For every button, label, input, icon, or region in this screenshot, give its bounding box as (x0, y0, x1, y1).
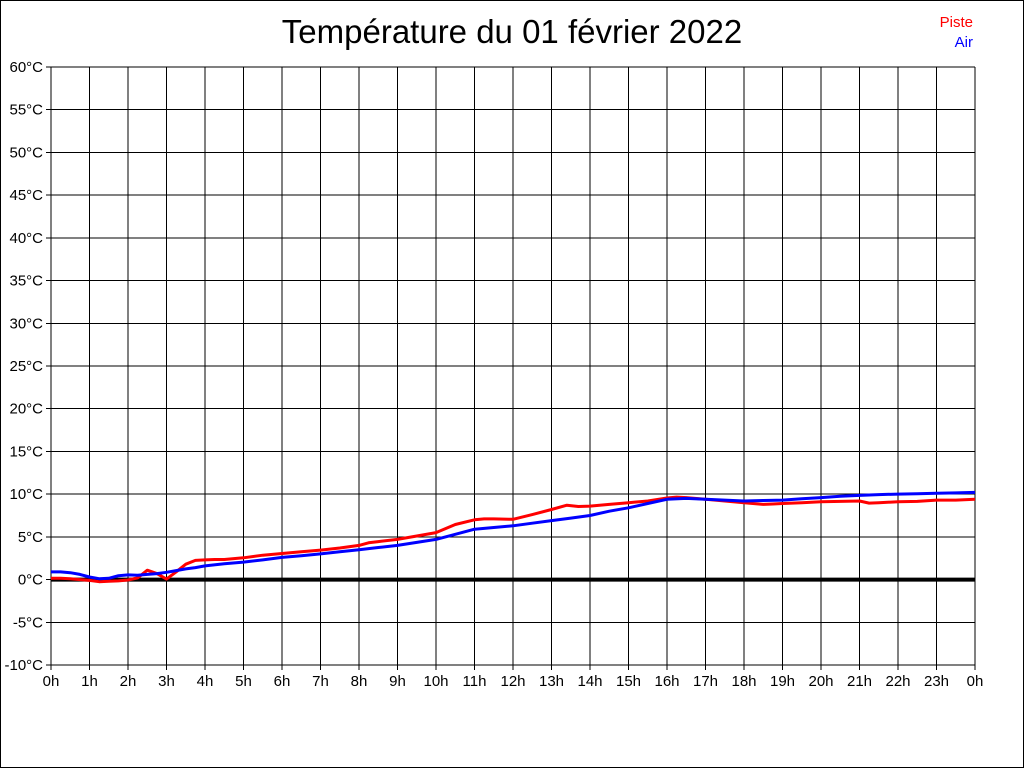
x-tick-label: 17h (693, 673, 718, 690)
y-tick-label: 0°C (18, 572, 43, 589)
x-tick-label: 20h (808, 673, 833, 690)
series-line-air (51, 490, 976, 581)
x-tick-label: 16h (654, 673, 679, 690)
y-tick-label: 55°C (9, 102, 43, 119)
x-tick-label: 1h (81, 673, 98, 690)
legend: Piste Air (940, 13, 973, 53)
y-tick-label: 50°C (9, 144, 43, 161)
y-tick-label: 40°C (9, 230, 43, 247)
legend-item-piste: Piste (939, 14, 973, 31)
x-tick-label: 22h (885, 673, 910, 690)
x-tick-label: 5h (235, 673, 252, 690)
x-tick-label: 14h (577, 673, 602, 690)
y-tick-label: 35°C (9, 273, 43, 290)
x-tick-label: 13h (539, 673, 564, 690)
x-tick-label: 3h (158, 673, 175, 690)
x-tick-label: 12h (500, 673, 525, 690)
y-tick-label: 30°C (9, 315, 43, 332)
x-tick-label: 11h (463, 673, 487, 690)
x-tick-label: 21h (847, 673, 872, 690)
chart-title: Température du 01 février 2022 (281, 13, 743, 50)
y-tick-label: -10°C (4, 657, 43, 674)
y-tick-label: 15°C (9, 443, 43, 460)
x-tick-label: 23h (924, 673, 949, 690)
x-tick-label: 19h (770, 673, 795, 690)
y-tick-label: 45°C (9, 187, 43, 204)
x-tick-label: 10h (423, 673, 448, 690)
x-tick-label: 4h (197, 673, 214, 690)
y-tick-label: 20°C (9, 401, 43, 418)
x-tick-label: 15h (616, 673, 641, 690)
x-tick-label: 7h (312, 673, 329, 690)
x-tick-label: 9h (389, 673, 406, 690)
y-tick-label: -5°C (13, 614, 43, 631)
y-tick-label: 25°C (9, 358, 43, 375)
y-tick-label: 60°C (9, 59, 43, 76)
y-tick-label: 10°C (9, 486, 43, 503)
x-tick-label: 0h (43, 673, 60, 690)
y-tick-label: 5°C (18, 529, 43, 546)
legend-item-air: Air (954, 34, 973, 51)
x-tick-label: 8h (351, 673, 368, 690)
x-tick-label: 2h (120, 673, 137, 690)
x-tick-label: 18h (731, 673, 756, 690)
x-tick-label: 6h (274, 673, 291, 690)
x-tick-label: 0h (967, 673, 984, 690)
